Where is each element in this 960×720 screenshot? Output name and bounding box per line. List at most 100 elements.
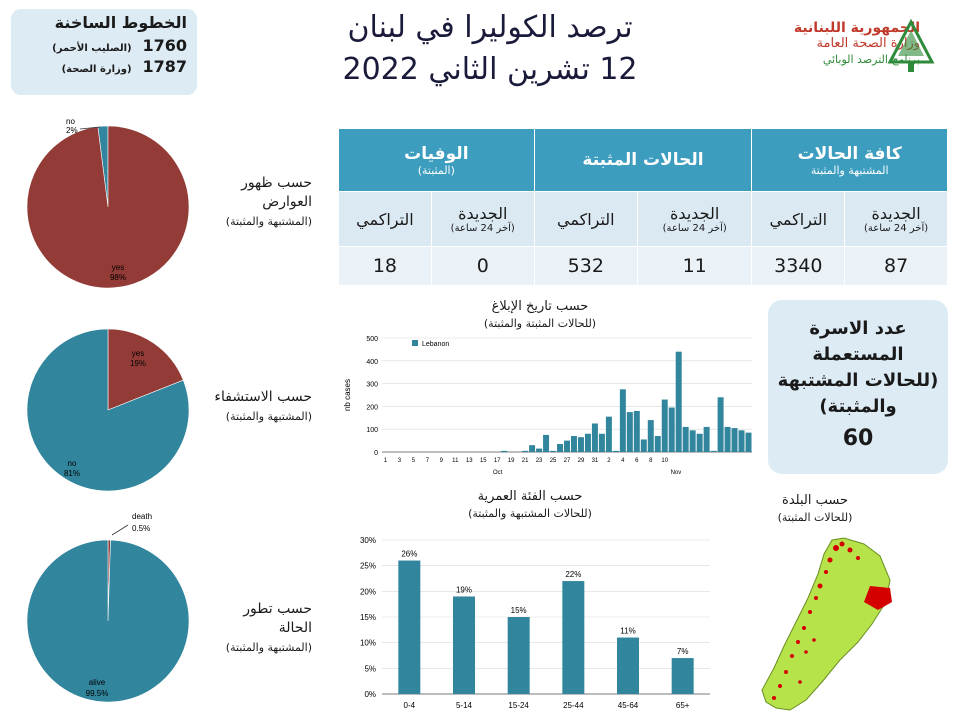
epi-ytick: 500 <box>366 336 378 343</box>
epi-bar <box>717 397 724 452</box>
epi-ytick: 300 <box>366 382 378 389</box>
sub-cumulative: التراكمي <box>751 191 846 247</box>
epi-bar <box>640 439 647 452</box>
stats-table: كافة الحالات المشتبهة والمثبتة الحالات ا… <box>338 128 948 286</box>
lebanon-map-shape <box>761 537 891 711</box>
epi-bar <box>710 450 717 452</box>
epi-bar <box>598 433 605 452</box>
pie-hospitalization: yes 19% no 81% <box>26 328 190 492</box>
pie-symptoms-slices <box>26 125 190 289</box>
label-symptoms: حسب ظهور العوارض (المشتبهة والمثبتة) <box>202 174 312 231</box>
hotline-label: (الصليب الأحمر) <box>52 43 132 54</box>
age-caption-l2: (للحالات المشتبهة والمثبتة) <box>468 507 592 520</box>
map-caption: حسب البلدة (للحالات المثبتة) <box>740 492 890 526</box>
hotline-row-red-cross: 1760 (الصليب الأحمر) <box>21 36 187 55</box>
label-symptoms-l2: العوارض <box>262 194 312 210</box>
epi-bar <box>745 432 752 452</box>
map-caption-l1: حسب البلدة <box>782 493 848 508</box>
epi-xtick: 29 <box>578 458 585 464</box>
pie-label-no-pct: 81% <box>64 469 80 478</box>
map-hotspot-bekaa <box>864 586 892 610</box>
page-title: ترصد الكوليرا في لبنان 12 تشرين الثاني 2… <box>300 8 680 92</box>
epi-bar <box>577 437 584 452</box>
epi-ytick: 0 <box>374 450 378 457</box>
epi-xtick: 11 <box>452 458 459 464</box>
label-outcome-l2: الحالة <box>278 620 312 636</box>
label-symptoms-l1: حسب ظهور <box>241 175 312 191</box>
epi-bar <box>647 420 654 452</box>
epi-caption-l1: حسب تاريخ الإبلاغ <box>491 299 589 314</box>
hotline-number[interactable]: 1787 <box>142 57 187 76</box>
age-ytick: 0% <box>364 690 376 699</box>
value-deaths-cumulative: 18 <box>338 246 432 286</box>
age-caption-l1: حسب الفئة العمرية <box>477 489 583 504</box>
pie-outcome-slices <box>26 539 190 703</box>
pie-outcome: death 0.5% alive 99.5% <box>26 512 190 703</box>
pie-slice-alive <box>26 539 190 703</box>
epi-bar <box>668 407 675 452</box>
age-bar-5-14 <box>453 596 475 694</box>
epi-xtick: 15 <box>480 458 487 464</box>
epi-xtick: 23 <box>536 458 543 464</box>
epi-bar <box>738 430 745 452</box>
epi-xtick: 31 <box>592 458 599 464</box>
epi-xtick: 6 <box>635 458 639 464</box>
age-ytick: 30% <box>360 536 376 545</box>
label-outcome: حسب تطور الحالة (المشتبهة والمثبتة) <box>202 600 312 657</box>
header-deaths-sub: (المثبتة) <box>417 163 455 177</box>
logo-line-1: الجمهورية اللبنانية <box>793 20 920 36</box>
epi-bar <box>703 426 710 452</box>
epi-caption: حسب تاريخ الإبلاغ (للحالات المثبتة والمث… <box>420 298 660 332</box>
age-caption: حسب الفئة العمرية (للحالات المشتبهة والم… <box>410 488 650 522</box>
epi-bar <box>591 423 598 452</box>
epi-legend-swatch <box>412 340 418 346</box>
pie-label-no-pct: 2% <box>66 126 78 135</box>
hotline-row-moph: 1787 (وزارة الصحة) <box>21 57 187 76</box>
pie-slice-no <box>26 328 190 492</box>
epi-xtick: 7 <box>426 458 430 464</box>
epi-month-nov: Nov <box>671 470 682 476</box>
epi-bar <box>557 444 564 452</box>
age-bar-45-64 <box>617 637 639 694</box>
age-xtick: 45-64 <box>618 701 639 710</box>
pie-hospitalization-slices <box>26 328 190 492</box>
epi-bar <box>543 434 550 452</box>
label-outcome-l1: حسب تطور <box>243 601 312 617</box>
age-chart-marks: 0% 5% 10% 15% 20% 25% 30% 26% 0-4 19% 5-14 15% 15-24… <box>360 536 710 710</box>
epi-bar <box>564 440 570 452</box>
age-data-label: 15% <box>511 606 527 615</box>
header-all-title: كافة الحالات <box>797 143 902 164</box>
epi-xtick: 27 <box>564 458 571 464</box>
logo-line-2: وزارة الصحة العامة <box>816 36 920 51</box>
ministry-logo: الجمهورية اللبنانية وزارة الصحة العامة ب… <box>730 20 920 66</box>
pie-symptoms: no 2% yes 98% <box>26 117 190 289</box>
epi-bar <box>522 450 529 452</box>
hotline-number[interactable]: 1760 <box>142 36 187 55</box>
header-deaths-title: الوفيات <box>404 143 469 164</box>
header-all-cases: كافة الحالات المشتبهة والمثبتة <box>751 128 948 192</box>
age-xtick: 0-4 <box>404 701 416 710</box>
hotlines-title: الخطوط الساخنة <box>54 13 187 32</box>
age-data-label: 19% <box>456 585 472 594</box>
epi-xtick: 5 <box>412 458 416 464</box>
pie-label-yes-pct: 98% <box>110 273 126 282</box>
age-ytick: 25% <box>360 562 376 571</box>
epi-xtick: 3 <box>398 458 402 464</box>
age-data-label: 26% <box>401 550 417 559</box>
header-deaths: الوفيات (المثبتة) <box>338 128 535 192</box>
pie-label-death-pct: 0.5% <box>132 524 150 533</box>
sub-new: الجديدة (آخر 24 ساعة) <box>844 191 948 247</box>
value-confirmed-cumulative: 532 <box>533 246 638 286</box>
epi-xtick: 25 <box>550 458 557 464</box>
age-bar-15-24 <box>507 617 530 694</box>
pie-slice-yes <box>26 125 190 289</box>
age-ytick: 5% <box>364 664 376 673</box>
epi-ylabel: nb cases <box>343 379 352 411</box>
age-data-label: 7% <box>677 647 689 656</box>
value-deaths-new: 0 <box>430 246 535 286</box>
title-line-2: 12 تشرين الثاني 2022 <box>342 52 638 87</box>
map-caption-l2: (للحالات المثبتة) <box>777 511 853 524</box>
households-value: 60 <box>842 426 874 451</box>
